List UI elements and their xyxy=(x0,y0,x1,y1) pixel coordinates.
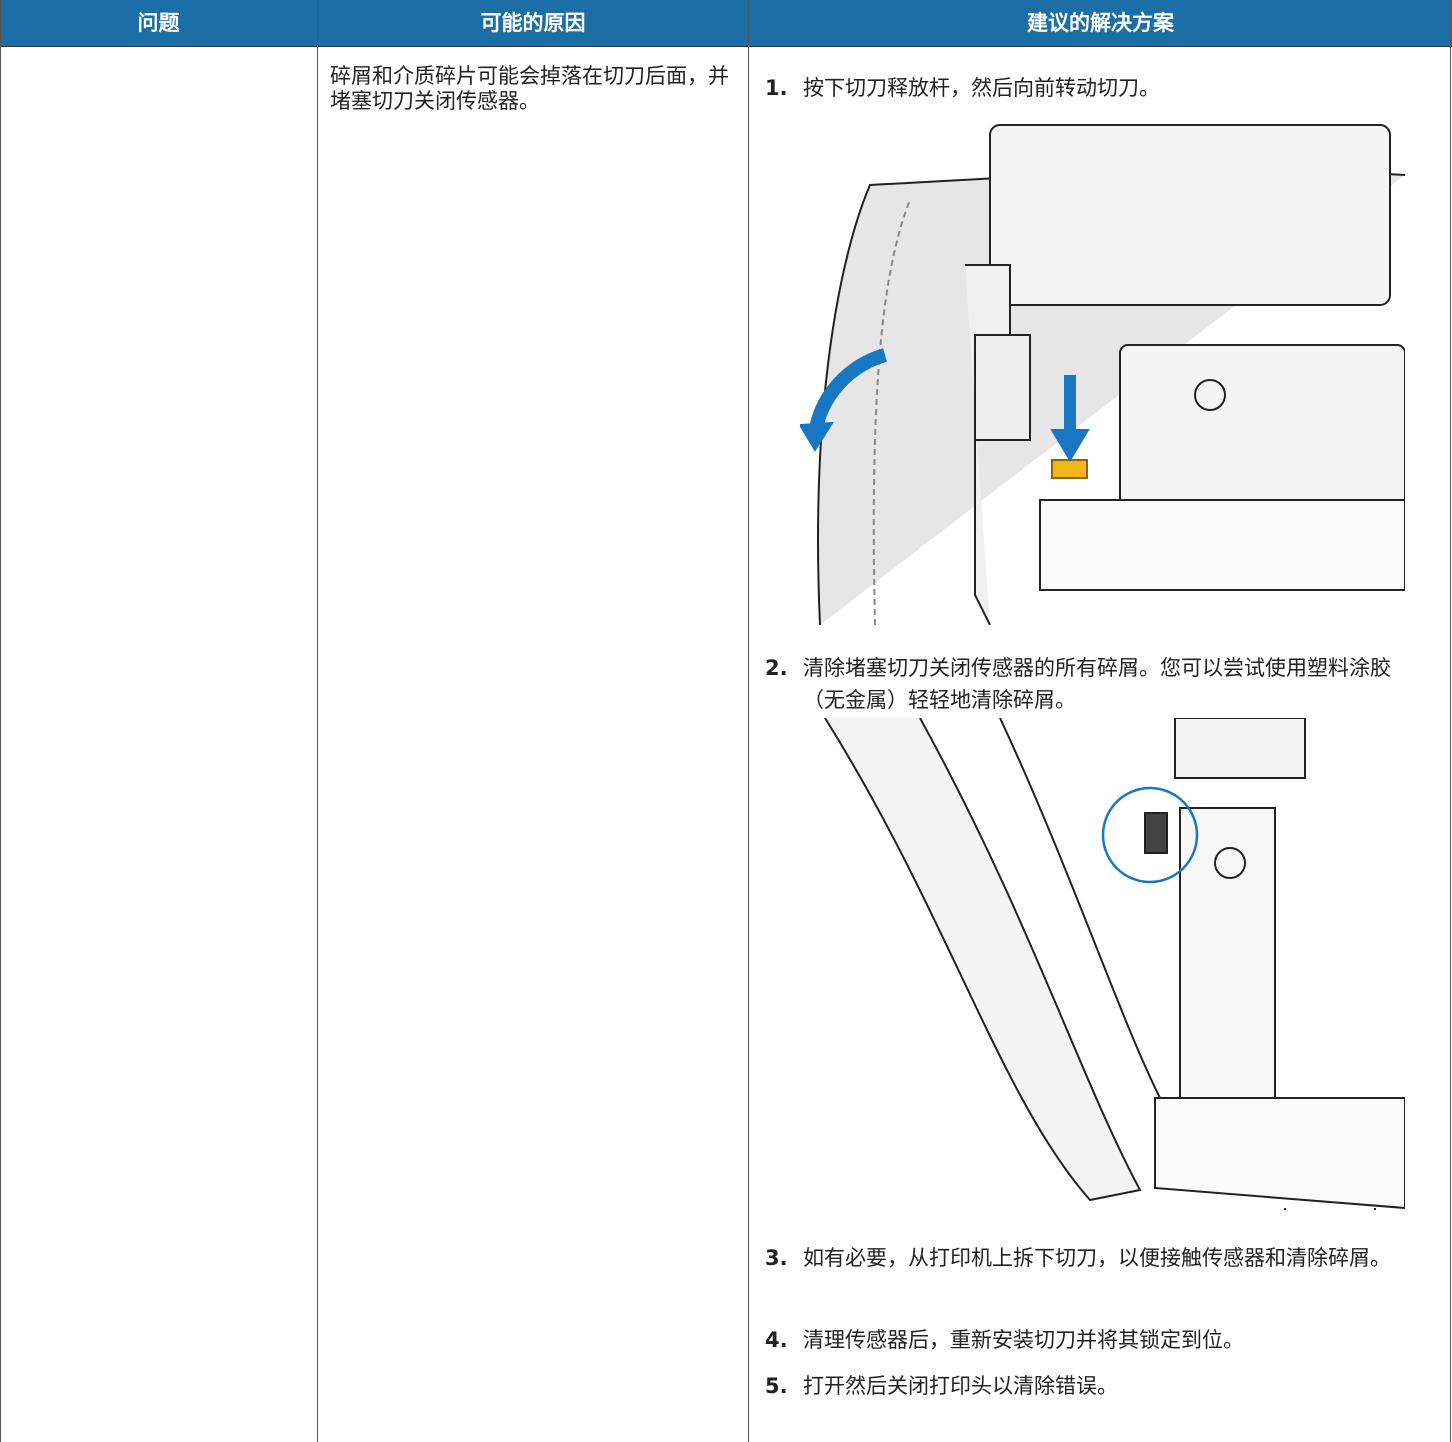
border xyxy=(317,0,318,1442)
border xyxy=(1450,0,1451,1442)
step-text: 按下切刀释放杆，然后向前转动切刀。 xyxy=(803,76,1160,100)
step-number: 1. xyxy=(765,76,788,100)
step-number: 4. xyxy=(765,1328,788,1352)
step-number: 3. xyxy=(765,1246,788,1270)
step: 3. 如有必要，从打印机上拆下切刀，以便接触传感器和清除碎屑。 xyxy=(765,1242,1425,1274)
border xyxy=(748,0,749,1442)
step: 2. 清除堵塞切刀关闭传感器的所有碎屑。您可以尝试使用塑料涂胶（无金属）轻轻地清除… xyxy=(765,652,1425,716)
illustration-sensor xyxy=(824,718,1405,1210)
step-number: 5. xyxy=(765,1374,788,1398)
cause-text: 碎屑和介质碎片可能会掉落在切刀后面，并堵塞切刀关闭传感器。 xyxy=(330,64,729,113)
step-text: 清除堵塞切刀关闭传感器的所有碎屑。您可以尝试使用塑料涂胶（无金属）轻轻地清除碎屑… xyxy=(803,656,1391,712)
step: 1. 按下切刀释放杆，然后向前转动切刀。 xyxy=(765,72,1425,104)
step-text: 打开然后关闭打印头以清除错误。 xyxy=(803,1374,1118,1398)
step: 5. 打开然后关闭打印头以清除错误。 xyxy=(765,1370,1425,1402)
illustration-cutter-release xyxy=(800,124,1405,625)
step-number: 2. xyxy=(765,656,788,680)
step: 4. 清理传感器后，重新安装切刀并将其锁定到位。 xyxy=(765,1324,1425,1356)
column-header: 可能的原因 xyxy=(480,11,586,35)
column-header: 建议的解决方案 xyxy=(1027,11,1174,35)
border xyxy=(0,0,1,1442)
column-header: 问题 xyxy=(137,11,180,35)
step-text: 清理传感器后，重新安装切刀并将其锁定到位。 xyxy=(803,1328,1244,1352)
table-header: 问题 可能的原因 建议的解决方案 xyxy=(0,0,1452,47)
step-text: 如有必要，从打印机上拆下切刀，以便接触传感器和清除碎屑。 xyxy=(803,1246,1391,1270)
